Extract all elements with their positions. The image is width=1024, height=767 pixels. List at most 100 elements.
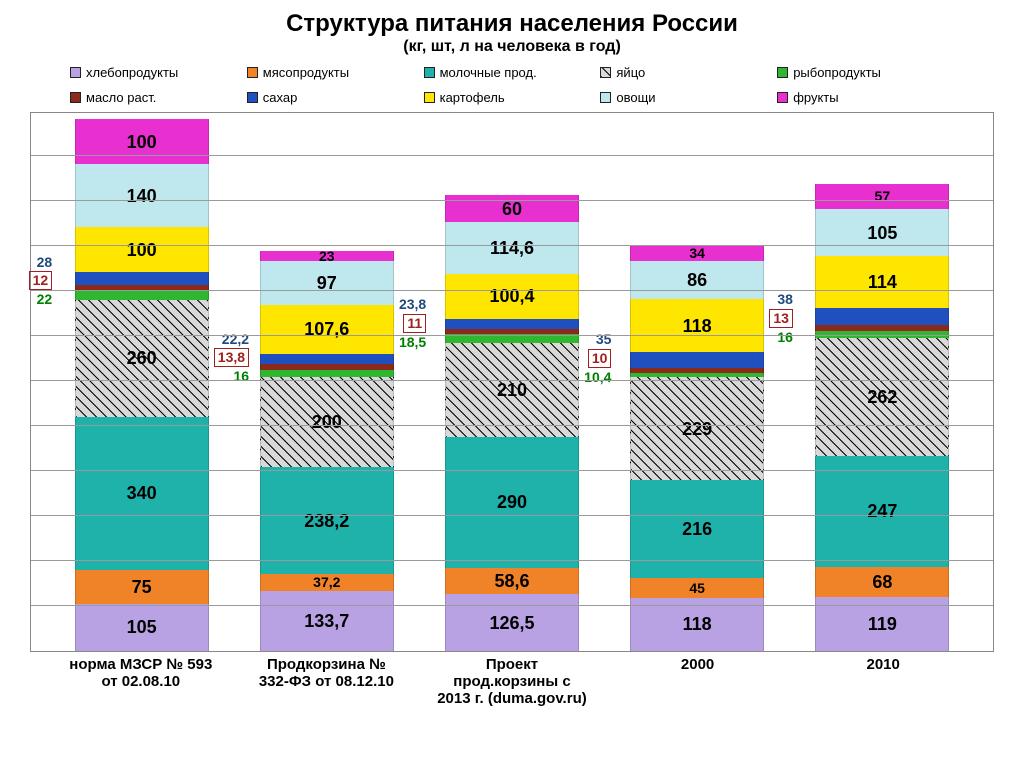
chart-container: Структура питания населения России (кг, … (0, 0, 1024, 767)
bars-row: 10575340260100140100281222133,737,2238,2… (31, 113, 993, 651)
legend-label-sugar: сахар (263, 90, 298, 105)
segment-value: 75 (132, 578, 152, 596)
side-label-group: 22,213,816 (214, 331, 249, 385)
bar-column: 126,558,6290210100,4114,66023,81118,5 (445, 195, 579, 651)
segment-fruit: 23 (260, 251, 394, 261)
swatch-sugar (247, 92, 258, 103)
x-axis-label: Проектпрод.корзины с2013 г. (duma.gov.ru… (427, 656, 597, 708)
legend-row-1: хлебопродукты мясопродукты молочные прод. я… (70, 62, 954, 83)
plot-area: 10575340260100140100281222133,737,2238,2… (30, 112, 994, 652)
segment-value: 216 (682, 520, 712, 538)
title-main: Структура питания населения России (30, 10, 994, 38)
legend-item-dairy: молочные прод. (424, 65, 601, 80)
side-label-fish: 10,4 (584, 369, 611, 386)
segment-value: 57 (875, 189, 891, 203)
segment-oil (815, 325, 949, 331)
segment-fruit: 34 (630, 245, 764, 260)
side-label-group: 381316 (769, 291, 793, 345)
segment-value: 229 (682, 420, 712, 438)
legend-item-potato: картофель (424, 90, 601, 105)
legend-label-meat: мясопродукты (263, 65, 349, 80)
gridline (31, 155, 993, 156)
side-label-fish: 18,5 (399, 334, 426, 351)
segment-value: 340 (127, 484, 157, 502)
swatch-veg (600, 92, 611, 103)
segment-bread: 133,7 (260, 591, 394, 651)
segment-value: 114 (868, 273, 897, 291)
legend-item-fruit: фрукты (777, 90, 954, 105)
legend-row-2: масло раст.сахаркартофельовощифрукты (70, 87, 954, 108)
segment-value: 58,6 (494, 572, 529, 590)
legend-label-fruit: фрукты (793, 90, 838, 105)
legend-item-veg: овощи (600, 90, 777, 105)
segment-veg: 140 (75, 164, 209, 227)
segment-value: 133,7 (304, 612, 349, 630)
segment-veg: 114,6 (445, 222, 579, 274)
segment-value: 126,5 (489, 614, 534, 632)
segment-value: 210 (497, 381, 527, 399)
segment-sugar (815, 308, 949, 325)
segment-meat: 37,2 (260, 574, 394, 591)
segment-value: 100 (127, 241, 157, 259)
swatch-egg (600, 67, 611, 78)
legend-item-bread: хлебопродукты (70, 65, 247, 80)
bar-column: 1196824726211410557381316 (815, 184, 949, 651)
side-label-oil: 13 (769, 309, 793, 328)
segment-egg: 229 (630, 377, 764, 480)
legend-label-veg: овощи (616, 90, 655, 105)
x-axis-label: 2000 (613, 656, 783, 708)
legend-label-bread: хлебопродукты (86, 65, 178, 80)
segment-value: 68 (872, 573, 892, 591)
gridline (31, 380, 993, 381)
legend-item-egg: яйцо (600, 65, 777, 80)
segment-value: 105 (867, 224, 897, 242)
segment-value: 118 (683, 615, 712, 633)
segment-dairy: 216 (630, 480, 764, 577)
segment-egg: 200 (260, 377, 394, 467)
gridline (31, 470, 993, 471)
segment-fish (260, 370, 394, 377)
side-label-fish: 22 (37, 291, 53, 308)
side-label-group: 23,81118,5 (399, 296, 426, 350)
segment-value: 23 (319, 249, 335, 263)
segment-fruit: 57 (815, 184, 949, 210)
segment-veg: 105 (815, 209, 949, 256)
segment-egg: 210 (445, 343, 579, 438)
legend-label-dairy: молочные прод. (440, 65, 537, 80)
segment-dairy: 247 (815, 456, 949, 567)
segment-value: 114,6 (490, 239, 534, 257)
segment-value: 118 (683, 317, 712, 335)
title-sub: (кг, шт, л на человека в год) (30, 38, 994, 56)
segment-oil (445, 329, 579, 334)
segment-sugar (445, 319, 579, 330)
segment-value: 247 (867, 502, 897, 520)
gridline (31, 335, 993, 336)
legend-label-fish: рыбопродукты (793, 65, 881, 80)
segment-veg: 86 (630, 261, 764, 300)
segment-value: 262 (867, 388, 897, 406)
segment-value: 140 (127, 187, 157, 205)
segment-value: 34 (689, 246, 705, 260)
segment-potato: 100,4 (445, 274, 579, 319)
chart-title: Структура питания населения России (кг, … (30, 10, 994, 56)
gridline (31, 425, 993, 426)
segment-egg: 260 (75, 300, 209, 417)
legend-item-meat: мясопродукты (247, 65, 424, 80)
segment-value: 290 (497, 493, 527, 511)
segment-potato: 100 (75, 227, 209, 272)
segment-oil (260, 364, 394, 370)
segment-veg: 97 (260, 261, 394, 305)
bar-column: 133,737,2238,2200107,6972322,213,816 (260, 251, 394, 651)
segment-fruit: 100 (75, 119, 209, 164)
side-label-oil: 11 (403, 314, 426, 333)
segment-bread: 126,5 (445, 594, 579, 651)
side-label-sugar: 22,2 (222, 331, 249, 348)
segment-value: 86 (687, 271, 707, 289)
segment-fish (630, 373, 764, 378)
segment-egg: 262 (815, 338, 949, 456)
segment-bread: 105 (75, 604, 209, 651)
segment-dairy: 340 (75, 417, 209, 570)
side-label-sugar: 38 (777, 291, 793, 308)
legend-label-potato: картофель (440, 90, 505, 105)
segment-dairy: 238,2 (260, 467, 394, 574)
